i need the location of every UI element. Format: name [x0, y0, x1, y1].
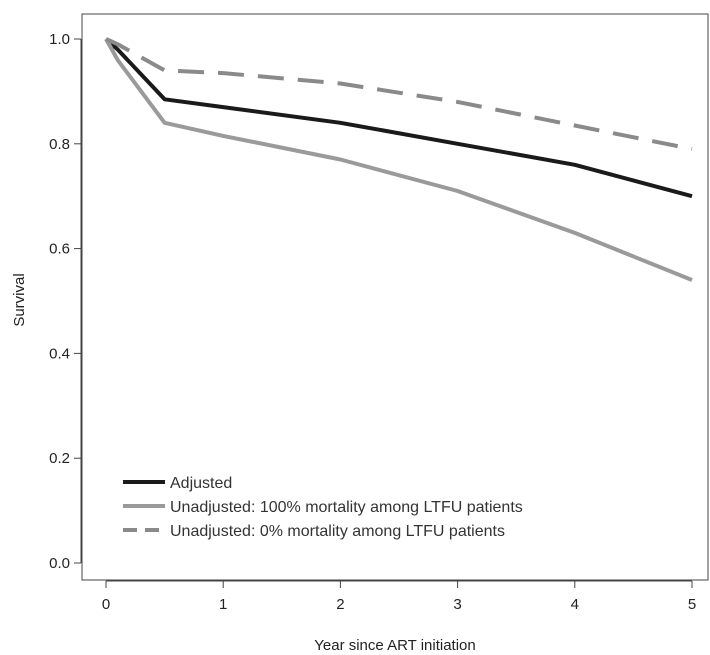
x-tick-label: 2 [336, 596, 344, 613]
series-layer [104, 37, 693, 282]
y-tick-label: 0.4 [49, 345, 70, 362]
x-tick-label: 0 [102, 596, 110, 613]
series-line-2 [104, 38, 693, 282]
y-tick-label: 0.8 [49, 136, 70, 153]
x-tick-label: 5 [688, 596, 696, 613]
legend-label-2: Unadjusted: 100% mortality among LTFU pa… [170, 499, 523, 516]
x-tick-label: 3 [453, 596, 461, 613]
legend-label-3: Unadjusted: 0% mortality among LTFU pati… [170, 523, 505, 540]
y-tick-label: 1.0 [49, 31, 70, 48]
x-axis-title: Year since ART initiation [314, 637, 476, 654]
plot-frame [81, 13, 709, 581]
series-line-1 [104, 37, 693, 199]
x-tick-label: 4 [571, 596, 579, 613]
legend: Adjusted Unadjusted: 100% mortality among… [123, 475, 523, 540]
series-line-3 [105, 37, 693, 151]
legend-label-1: Adjusted [170, 475, 232, 492]
y-tick-label: 0.2 [49, 450, 70, 467]
x-axis: 0 1 2 3 4 5 [102, 580, 696, 613]
x-tick-label: 1 [219, 596, 227, 613]
y-tick-label: 0.0 [49, 555, 70, 572]
y-axis: 0.0 0.2 0.4 0.6 0.8 1.0 [49, 31, 82, 572]
y-axis-title: Survival [11, 273, 28, 326]
y-tick-label: 0.6 [49, 241, 70, 258]
